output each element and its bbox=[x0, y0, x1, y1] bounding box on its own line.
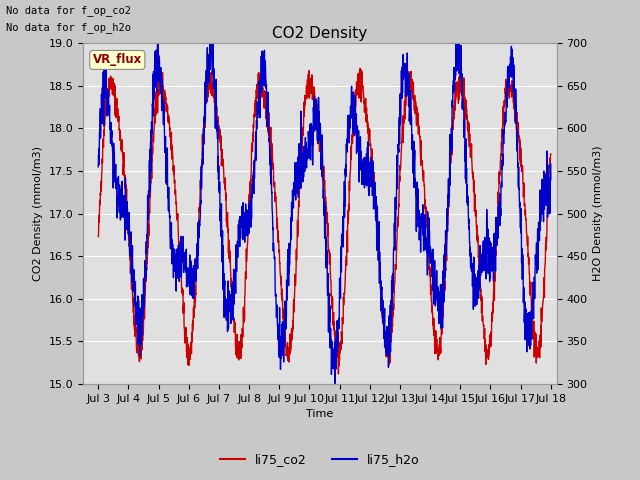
Title: CO2 Density: CO2 Density bbox=[273, 25, 367, 41]
Text: VR_flux: VR_flux bbox=[93, 53, 142, 66]
Y-axis label: H2O Density (mmol/m3): H2O Density (mmol/m3) bbox=[593, 146, 604, 281]
Legend: li75_co2, li75_h2o: li75_co2, li75_h2o bbox=[215, 448, 425, 471]
Y-axis label: CO2 Density (mmol/m3): CO2 Density (mmol/m3) bbox=[33, 146, 43, 281]
Text: No data for f_op_h2o: No data for f_op_h2o bbox=[6, 22, 131, 33]
X-axis label: Time: Time bbox=[307, 409, 333, 419]
Text: No data for f_op_co2: No data for f_op_co2 bbox=[6, 5, 131, 16]
